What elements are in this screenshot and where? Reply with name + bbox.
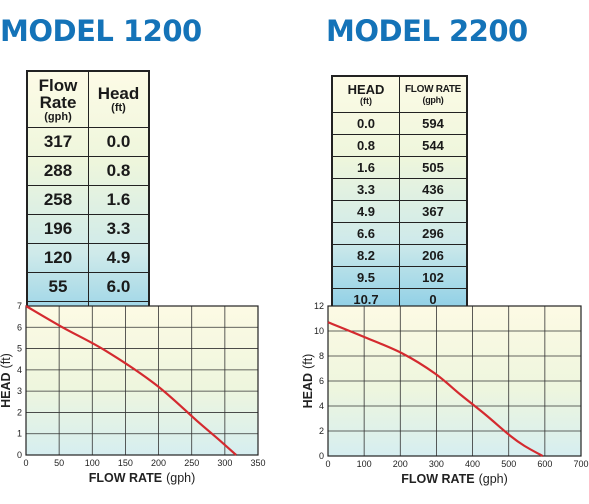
table-row: 9.5 102 [331, 266, 468, 289]
table-cell: 120 [26, 243, 89, 273]
head-header-label: HEAD [347, 82, 385, 97]
table-row: 120 4.9 [26, 243, 150, 273]
x-tick-label: 200 [393, 459, 408, 469]
y-tick-label: 0 [319, 451, 324, 461]
table-row: 258 1.6 [26, 185, 150, 215]
y-tick-label: 4 [17, 365, 22, 375]
x-tick-label: 700 [573, 459, 588, 469]
plot-frame [327, 305, 582, 457]
table-cell: 258 [26, 185, 89, 215]
flow-rate-unit: (gph) [422, 95, 444, 105]
x-axis-title: FLOW RATE (gph) [401, 472, 508, 486]
table-cell: 4.9 [88, 243, 150, 273]
table-cell: 6.0 [88, 272, 150, 302]
table-cell: 0.8 [331, 134, 400, 157]
y-tick-label: 4 [319, 401, 324, 411]
table-cell: 0.8 [88, 156, 150, 186]
x-tick-label: 350 [250, 458, 265, 468]
table-cell: 436 [399, 178, 468, 201]
flow-rate-unit: (gph) [44, 110, 72, 123]
table-row: 0.0 594 [331, 112, 468, 135]
table-row: 4.9 367 [331, 200, 468, 223]
y-axis-title: HEAD (ft) [301, 354, 315, 409]
y-tick-label: 3 [17, 386, 22, 396]
flow-rate-header-label: FLOW RATE [405, 84, 461, 95]
x-tick-label: 500 [501, 459, 516, 469]
x-tick-label: 100 [357, 459, 372, 469]
table-cell: 594 [399, 112, 468, 135]
x-axis-title: FLOW RATE (gph) [89, 471, 196, 485]
y-tick-label: 12 [314, 301, 324, 311]
pump-curve-line [25, 305, 237, 456]
head-unit: (ft) [111, 102, 126, 114]
table-cell: 206 [399, 244, 468, 267]
x-tick-label: 100 [85, 458, 100, 468]
flow-rate-header-line1: Flow [38, 75, 78, 95]
head-header: Head (ft) [88, 70, 150, 128]
y-tick-label: 1 [17, 429, 22, 439]
x-axis-label: FLOW RATE [89, 471, 162, 485]
model-1200-title: MODEL 1200 [0, 14, 202, 48]
table-row: 317 0.0 [26, 127, 150, 157]
y-tick-label: 6 [319, 376, 324, 386]
table-cell: 288 [26, 156, 89, 186]
flow-rate-header-line2: Rate [39, 92, 77, 112]
y-tick-label: 8 [319, 351, 324, 361]
y-tick-label: 2 [17, 407, 22, 417]
pump-curve-line [327, 321, 544, 457]
table-cell: 317 [26, 127, 89, 157]
plot-area [26, 306, 258, 455]
x-axis-label: FLOW RATE [401, 472, 474, 486]
y-tick-label: 7 [17, 301, 22, 311]
y-axis-unit: (ft) [0, 353, 13, 368]
y-axis-unit: (ft) [301, 354, 315, 369]
x-tick-label: 400 [465, 459, 480, 469]
x-tick-label: 300 [217, 458, 232, 468]
y-tick-label: 6 [17, 322, 22, 332]
x-tick-label: 600 [537, 459, 552, 469]
x-tick-label: 200 [151, 458, 166, 468]
head-unit: (ft) [360, 96, 372, 106]
table-cell: 102 [399, 266, 468, 289]
x-tick-label: 300 [429, 459, 444, 469]
table-row: 55 6.0 [26, 272, 150, 302]
table-row: 288 0.8 [26, 156, 150, 186]
x-tick-label: 250 [184, 458, 199, 468]
table-cell: 505 [399, 156, 468, 179]
model-2200-table: HEAD (ft) FLOW RATE (gph) 0.0 594 0.8 544 1.… [331, 75, 468, 312]
table-cell: 55 [26, 272, 89, 302]
y-axis-title: HEAD (ft) [0, 353, 13, 408]
model-2200-title: MODEL 2200 [326, 14, 528, 48]
table-row: 8.2 206 [331, 244, 468, 267]
plot-frame [25, 305, 259, 456]
flow-rate-header: FLOW RATE (gph) [399, 75, 468, 113]
table-cell: 0.0 [88, 127, 150, 157]
y-tick-label: 5 [17, 344, 22, 354]
table-row: 0.8 544 [331, 134, 468, 157]
head-header-label: Head [97, 84, 140, 103]
y-axis-label: HEAD [0, 372, 13, 407]
x-axis-unit: (gph) [479, 472, 508, 486]
x-tick-label: 50 [54, 458, 64, 468]
x-tick-label: 150 [118, 458, 133, 468]
y-tick-label: 2 [319, 426, 324, 436]
x-tick-label: 0 [23, 458, 28, 468]
x-axis-unit: (gph) [166, 471, 195, 485]
head-header: HEAD (ft) [331, 75, 400, 113]
x-tick-label: 0 [325, 459, 330, 469]
y-axis-label: HEAD [301, 373, 315, 408]
y-tick-label: 0 [17, 450, 22, 460]
y-tick-label: 10 [314, 326, 324, 336]
table-row: 1.6 505 [331, 156, 468, 179]
table-cell: 1.6 [88, 185, 150, 215]
